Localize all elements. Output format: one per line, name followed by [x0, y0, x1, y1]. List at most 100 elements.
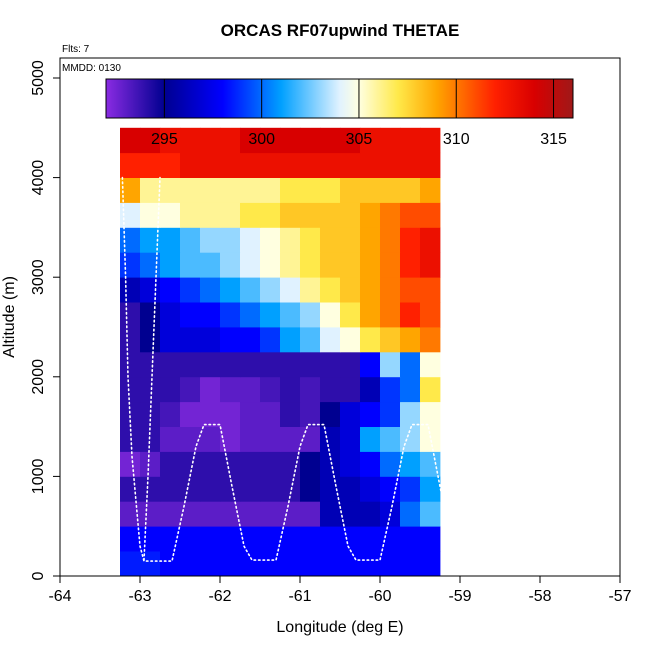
heatmap-cell [420, 202, 441, 228]
heatmap-cell [420, 152, 441, 178]
heatmap-cell [140, 152, 161, 178]
heatmap-cell [320, 501, 341, 527]
heatmap-cell [380, 252, 401, 278]
heatmap-cell [320, 526, 341, 552]
heatmap-cell [260, 302, 281, 328]
heatmap-cell [240, 202, 261, 228]
heatmap-cell [140, 526, 161, 552]
heatmap-cell [360, 376, 381, 403]
heatmap-cell [340, 227, 361, 253]
heatmap-cell [320, 376, 341, 403]
heatmap-cell [380, 351, 401, 378]
flight-track [143, 176, 161, 561]
x-tick-label: -62 [208, 588, 231, 605]
y-tick-label: 0 [30, 571, 47, 580]
heatmap-cell [400, 152, 421, 178]
heatmap-cell [220, 401, 241, 427]
heatmap-cell [320, 351, 341, 378]
flights-note: Flts: 7 [62, 44, 90, 55]
chart-title: ORCAS RF07upwind THETAE [221, 21, 460, 40]
heatmap-cell [240, 551, 261, 577]
heatmap-cell [240, 302, 261, 328]
heatmap-cell [300, 551, 321, 577]
heatmap-cell [120, 152, 141, 178]
heatmap-cell [340, 202, 361, 228]
heatmap-cell [400, 127, 421, 154]
heatmap-cell [320, 327, 341, 353]
heatmap-cell [300, 376, 321, 403]
heatmap-cell [140, 501, 161, 527]
heatmap-cell [180, 302, 201, 328]
x-tick-label: -60 [368, 588, 391, 605]
heatmap-cell [260, 327, 281, 353]
heatmap-cell [360, 277, 381, 303]
heatmap-cell [280, 526, 301, 552]
heatmap-cell [120, 227, 141, 253]
heatmap-cell [240, 177, 261, 203]
heatmap-cell [140, 426, 161, 452]
heatmap-cell [400, 401, 421, 427]
heatmap-cell [120, 302, 141, 328]
heatmap-cell [340, 177, 361, 203]
heatmap-cells [120, 127, 441, 577]
heatmap-cell [180, 401, 201, 427]
heatmap-cell [300, 202, 321, 228]
heatmap-cell [180, 351, 201, 378]
heatmap-cell [280, 426, 301, 452]
heatmap-cell [180, 227, 201, 253]
x-tick-label: -59 [448, 588, 471, 605]
heatmap-cell [160, 327, 181, 353]
heatmap-cell [140, 351, 161, 378]
heatmap-cell [340, 476, 361, 502]
heatmap-cell [140, 277, 161, 303]
heatmap-cell [140, 252, 161, 278]
heatmap-cell [220, 152, 241, 178]
heatmap-cell [120, 476, 141, 502]
heatmap-cell [180, 551, 201, 577]
heatmap-cell [360, 327, 381, 353]
heatmap-cell [380, 526, 401, 552]
flight-track [121, 176, 493, 563]
heatmap-cell [240, 401, 261, 427]
heatmap-cell [420, 401, 441, 427]
heatmap-cell [120, 501, 141, 527]
heatmap-cell [180, 476, 201, 502]
heatmap-cell [360, 227, 381, 253]
heatmap-cell [240, 227, 261, 253]
heatmap-cell [280, 351, 301, 378]
heatmap-cell [180, 526, 201, 552]
heatmap-cell [320, 177, 341, 203]
date-note: MMDD: 0130 [62, 63, 121, 74]
heatmap-cell [240, 476, 261, 502]
heatmap-cell [400, 526, 421, 552]
heatmap-cell [120, 177, 141, 203]
heatmap-cell [200, 526, 221, 552]
heatmap-cell [140, 227, 161, 253]
heatmap-cell [420, 177, 441, 203]
heatmap-cell [140, 476, 161, 502]
heatmap-cell [180, 277, 201, 303]
heatmap-cell [160, 351, 181, 378]
heatmap-cell [400, 351, 421, 378]
heatmap-cell [160, 526, 181, 552]
heatmap-cell [200, 327, 221, 353]
heatmap-cell [320, 252, 341, 278]
heatmap-cell [340, 401, 361, 427]
heatmap-cell [120, 551, 141, 577]
heatmap-cell [240, 426, 261, 452]
heatmap-cell [220, 302, 241, 328]
heatmap-cell [120, 351, 141, 378]
heatmap-cell [200, 302, 221, 328]
heatmap-cell [140, 327, 161, 353]
heatmap-cell [340, 152, 361, 178]
heatmap-cell [160, 152, 181, 178]
heatmap-cell [360, 451, 381, 477]
heatmap-cell [300, 177, 321, 203]
heatmap-cell [320, 426, 341, 452]
colorbar-ticks: 295 300 305 310 315 [151, 79, 567, 148]
heatmap-cell [300, 277, 321, 303]
heatmap-cell [120, 127, 141, 154]
heatmap-cell [120, 202, 141, 228]
heatmap-cell [300, 351, 321, 378]
heatmap-cell [180, 177, 201, 203]
